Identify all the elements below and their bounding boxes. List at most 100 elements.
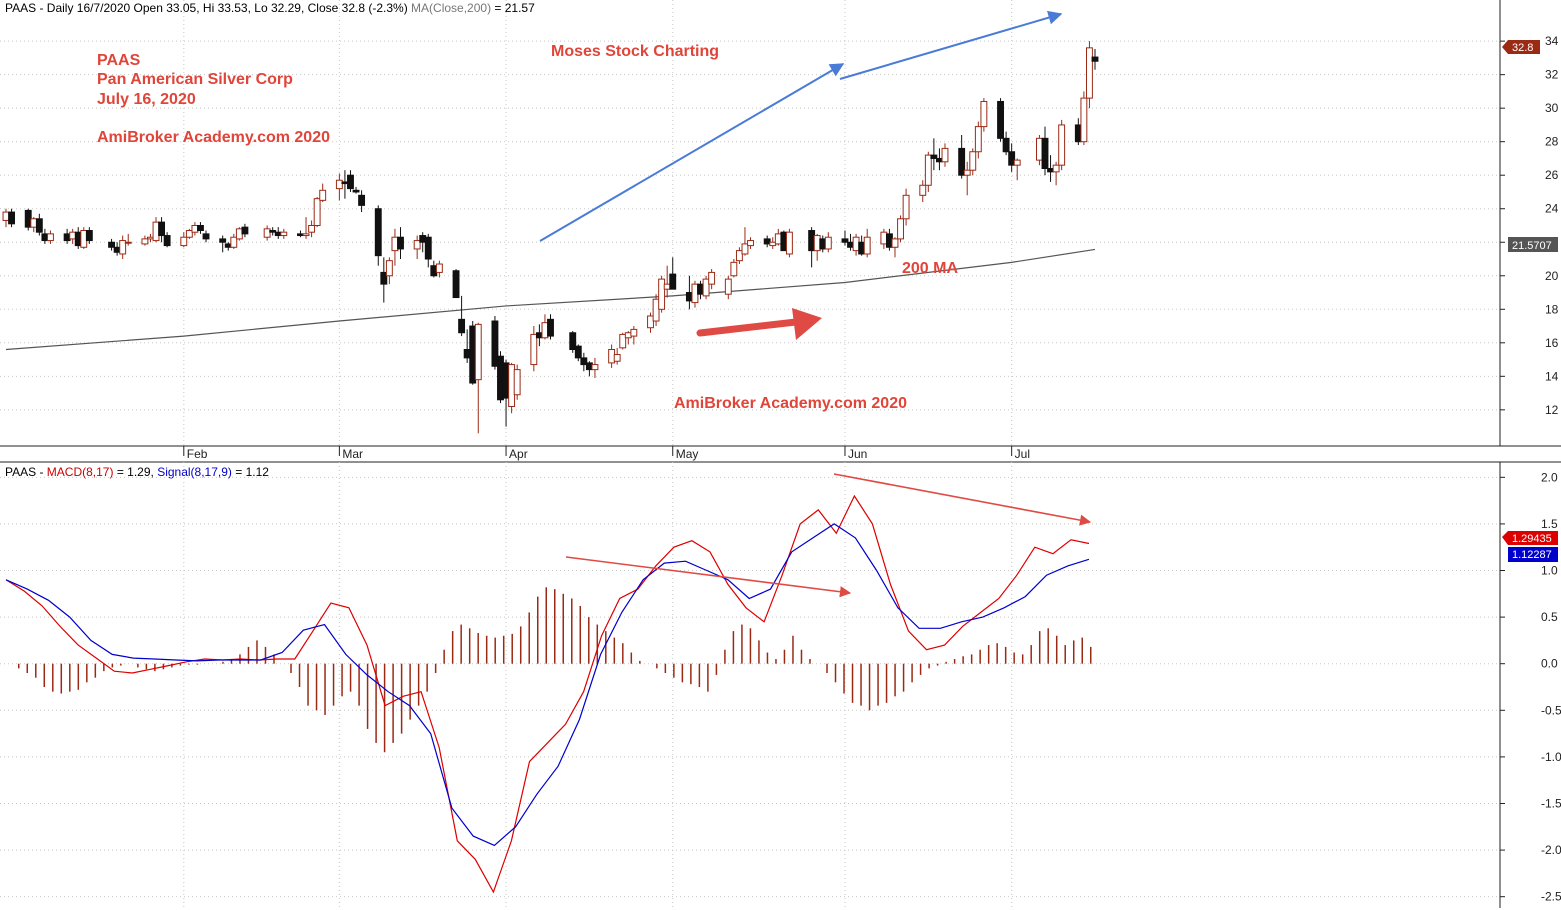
candle	[997, 98, 1004, 142]
candle-body-down	[808, 230, 816, 252]
candle-body-down	[463, 349, 471, 359]
candle-body-down	[241, 226, 249, 235]
candle-body-up	[385, 260, 393, 277]
candle	[180, 232, 188, 248]
candle-body-down	[341, 181, 349, 185]
candle-body-up	[30, 218, 38, 228]
candle	[24, 208, 32, 231]
candle-body-up	[785, 231, 793, 255]
candle	[397, 227, 404, 260]
candle-body-up	[741, 243, 749, 255]
candle-body-down	[297, 233, 304, 237]
candle	[335, 173, 343, 201]
candle-body-down	[847, 241, 854, 248]
candle	[219, 235, 227, 253]
candle	[202, 230, 210, 243]
candle	[35, 213, 43, 236]
candle	[941, 143, 949, 167]
candle-body-up	[769, 241, 777, 247]
candle-body-down	[1041, 137, 1049, 170]
macd-y-tick-label: 2.0	[1541, 470, 1558, 484]
candle	[452, 269, 460, 299]
candle	[958, 134, 966, 179]
candle	[1008, 143, 1016, 172]
candle-body-down	[113, 246, 121, 253]
x-tick-label: Feb	[187, 447, 208, 461]
candle	[80, 227, 88, 249]
candle-body-down	[452, 270, 460, 299]
candle	[969, 148, 977, 176]
macd-y-tick-label: 1.0	[1541, 564, 1558, 578]
annotation-ma-label: 200 MA	[902, 260, 958, 277]
candle-body-up	[880, 231, 888, 245]
candle	[313, 196, 321, 228]
signal-value-tag: 1.12287	[1508, 547, 1558, 562]
macd-line-path	[5, 494, 1090, 894]
macd-y-tick-label: -1.0	[1541, 750, 1561, 764]
candle-body-up	[613, 354, 621, 362]
candle-body-up	[530, 333, 538, 366]
candle-body-up	[513, 369, 521, 396]
candle	[158, 217, 166, 243]
candle	[119, 235, 127, 260]
x-tick-label: May	[676, 447, 699, 461]
candle	[974, 121, 982, 159]
candle-body-up	[663, 283, 671, 290]
candle	[124, 233, 132, 246]
candle-body-down	[352, 189, 360, 193]
candle-body-up	[813, 235, 821, 252]
candle-body-up	[624, 332, 632, 339]
candle-body-down	[219, 238, 227, 243]
candle	[424, 233, 432, 268]
price-y-tick-label: 20	[1545, 269, 1559, 283]
candle-body-up	[608, 349, 616, 364]
macd-y-tick-label: 1.5	[1541, 517, 1558, 531]
candle-body-up	[724, 278, 732, 295]
candle-body-down	[419, 235, 427, 243]
candle	[513, 364, 521, 400]
candle	[708, 269, 716, 290]
candle-body-up	[652, 298, 660, 322]
price-y-axis: 121416182022242628303234	[1500, 34, 1559, 417]
last-price-tag-text: 32.8	[1512, 42, 1533, 54]
candle-body-down	[430, 265, 438, 277]
candle	[747, 237, 754, 249]
candle-body-down	[935, 157, 943, 163]
candle	[1091, 49, 1099, 70]
candle-body-down	[158, 221, 166, 237]
candle-body-up	[80, 230, 88, 248]
candle-body-up	[319, 189, 327, 201]
candle-body-up	[185, 230, 193, 238]
candle	[702, 275, 710, 300]
candle	[630, 326, 638, 345]
macd-value-tag: 1.29435	[1502, 531, 1558, 545]
candle	[347, 170, 354, 192]
candle-body-up	[1080, 97, 1088, 143]
price-y-tick-label: 12	[1545, 403, 1559, 417]
candle-body-down	[491, 320, 499, 367]
candle	[469, 321, 477, 385]
macd-y-tick-label: 0.0	[1541, 657, 1558, 671]
candle	[930, 138, 938, 171]
candle-body-up	[541, 322, 549, 339]
price-y-tick-label: 18	[1545, 302, 1559, 316]
candle-body-down	[697, 283, 704, 295]
candle-body-down	[858, 241, 866, 255]
annotation-ticker: PAAS	[97, 52, 141, 69]
candle-body-down	[1091, 56, 1099, 62]
candle-body-up	[280, 231, 288, 237]
candlesticks	[2, 41, 1099, 434]
macd-y-tick-label: -2.5	[1541, 890, 1561, 904]
candle-body-up	[313, 198, 321, 226]
candle	[980, 98, 988, 132]
candle-body-up	[863, 236, 871, 255]
candle	[741, 227, 749, 256]
candle-body-up	[152, 221, 160, 242]
candle	[108, 238, 116, 251]
candle	[385, 257, 393, 285]
candle-body-up	[47, 233, 54, 242]
macd-y-tick-label: -0.5	[1541, 703, 1561, 717]
candle-body-down	[930, 154, 938, 159]
candle-body-up	[941, 147, 949, 163]
candle	[1058, 119, 1066, 171]
